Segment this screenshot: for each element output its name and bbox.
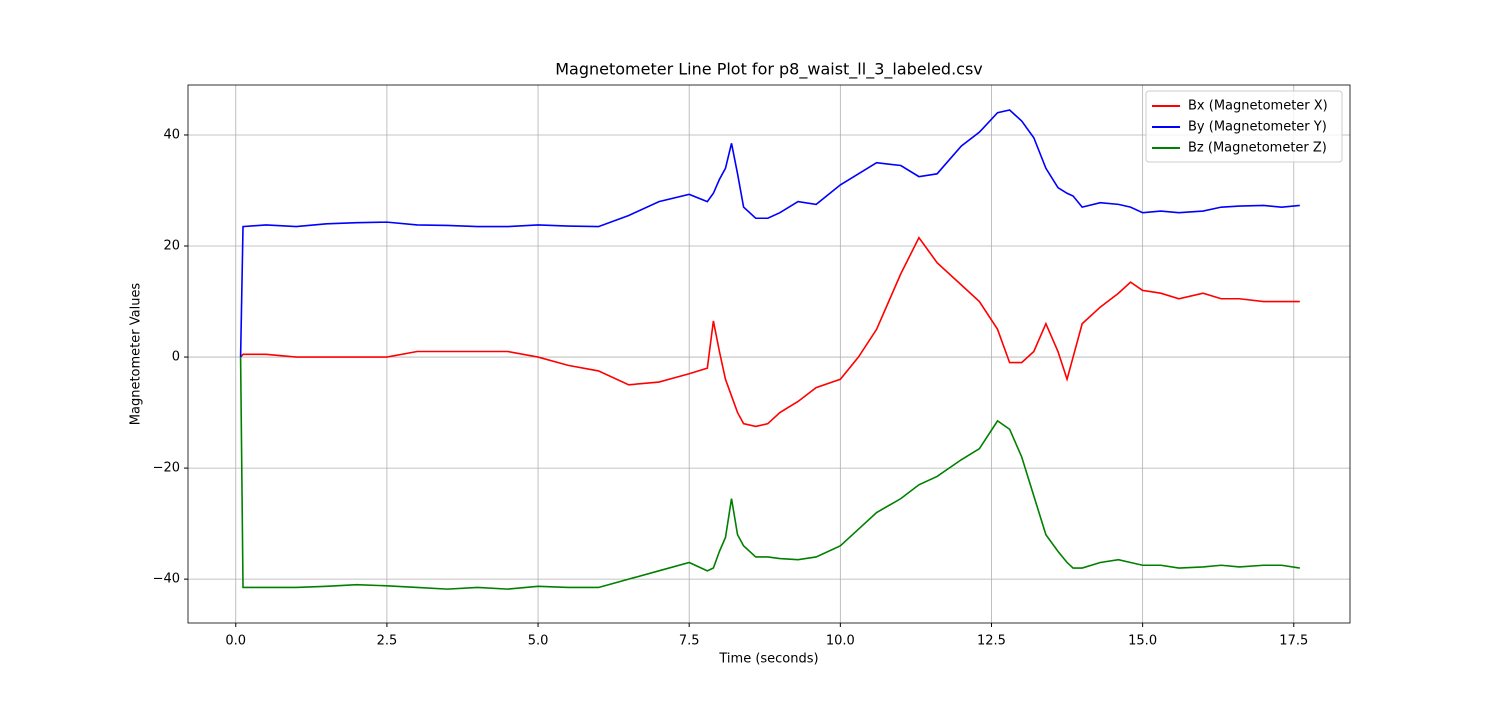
x-tick-label: 0.0: [225, 634, 246, 649]
legend-box: [1145, 90, 1343, 163]
x-tick-label: 12.5: [977, 634, 1006, 649]
x-axis-label: Time (seconds): [718, 652, 818, 667]
x-tick-label: 15.0: [1128, 634, 1157, 649]
legend-label: By (Magnetometer Y): [1188, 120, 1327, 135]
x-tick-label: 5.0: [528, 634, 549, 649]
data-line: [239, 109, 1300, 358]
x-tick-label: 17.5: [1279, 634, 1308, 649]
x-tick-label: 7.5: [679, 634, 700, 649]
x-tick-label: 2.5: [377, 634, 398, 649]
y-tick-label: 20: [163, 239, 180, 254]
y-tick-label: 40: [163, 127, 180, 142]
y-tick-label: −40: [153, 572, 180, 587]
legend: Bx (Magnetometer X) By (Magnetometer Y) Bz…: [1145, 90, 1343, 163]
data-line: [239, 357, 1300, 590]
plot-frame: [187, 84, 1351, 624]
legend-label: Bx (Magnetometer X): [1188, 99, 1328, 114]
y-tick-label: 0: [172, 350, 180, 365]
x-tick-label: 10.0: [826, 634, 855, 649]
chart-title: Magnetometer Line Plot for p8_waist_ll_3…: [555, 60, 983, 80]
data-line: [239, 236, 1300, 428]
y-tick-label: −20: [153, 461, 180, 476]
y-axis-label: Magnetometer Values: [129, 283, 144, 426]
legend-label: Bz (Magnetometer Z): [1188, 141, 1327, 156]
